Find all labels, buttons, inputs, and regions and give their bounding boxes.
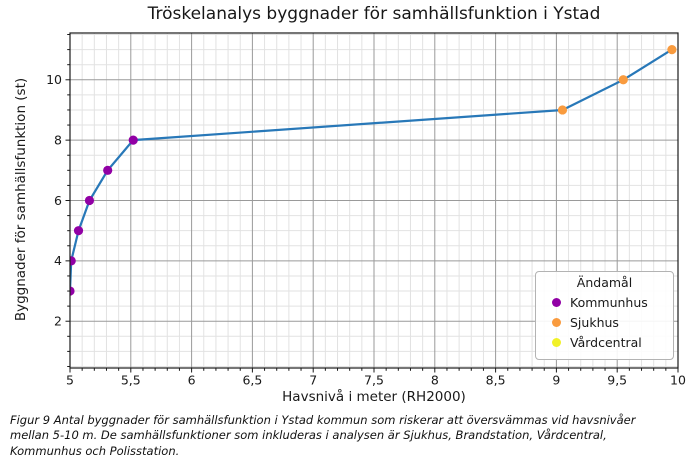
x-tick-label: 9,5: [607, 373, 627, 388]
chart-title: Tröskelanalys byggnader för samhällsfunk…: [147, 4, 601, 24]
data-points: [70, 44, 677, 296]
x-tick-label: 7,5: [364, 373, 384, 388]
data-point-kommunhus: [70, 286, 75, 296]
y-axis-label: Byggnader för samhällsfunktion (st): [13, 77, 29, 322]
x-tick-label: 10: [670, 373, 686, 388]
y-tick-label: 10: [46, 72, 62, 87]
legend: Ändamål Kommunhus Sjukhus Vårdcentral: [535, 271, 674, 360]
legend-entry-vårdcentral: Vårdcentral: [536, 332, 673, 352]
y-tick-label: 4: [54, 253, 62, 268]
legend-marker-icon: [552, 337, 561, 347]
legend-entry-kommunhus: Kommunhus: [536, 292, 673, 312]
y-tick-label: 8: [54, 132, 62, 147]
data-point-kommunhus: [70, 256, 76, 266]
legend-entry-label: Sjukhus: [570, 314, 619, 330]
legend-entry-label: Kommunhus: [570, 294, 648, 310]
data-point-sjukhus: [557, 105, 568, 115]
data-point-kommunhus: [73, 226, 84, 236]
x-tick-label: 8,5: [486, 373, 506, 388]
legend-marker-icon: [552, 297, 561, 307]
axis-ticks: [65, 34, 679, 373]
x-tick-label: 5: [66, 373, 74, 388]
x-tick-label: 8: [431, 373, 439, 388]
x-axis-label: Havsnivå i meter (RH2000): [282, 389, 466, 405]
legend-entries: Kommunhus Sjukhus Vårdcentral: [536, 292, 673, 352]
x-tick-label: 6: [188, 373, 196, 388]
legend-entry-sjukhus: Sjukhus: [536, 312, 673, 332]
data-point-kommunhus: [84, 195, 95, 206]
figure-caption: Figur 9 Antal byggnader för samhällsfunk…: [10, 413, 636, 458]
legend-title: Ändamål: [576, 275, 633, 290]
tick-labels: 5 5,5 6 6,5 7 7,5 8 8,5 9 9,5 10 2 4 6 8 10: [46, 72, 686, 387]
x-tick-label: 7: [309, 373, 317, 388]
data-point-kommunhus: [128, 135, 138, 145]
y-tick-label: 2: [54, 314, 62, 329]
x-tick-label: 9: [552, 373, 560, 388]
data-point-sjukhus: [618, 75, 628, 85]
x-tick-label: 5,5: [121, 373, 141, 388]
data-point-sjukhus: [667, 44, 677, 55]
x-tick-label: 6,5: [242, 373, 262, 388]
y-tick-label: 6: [54, 193, 62, 208]
legend-entry-label: Vårdcentral: [570, 334, 642, 350]
data-point-kommunhus: [103, 165, 113, 175]
legend-marker-icon: [552, 317, 561, 327]
